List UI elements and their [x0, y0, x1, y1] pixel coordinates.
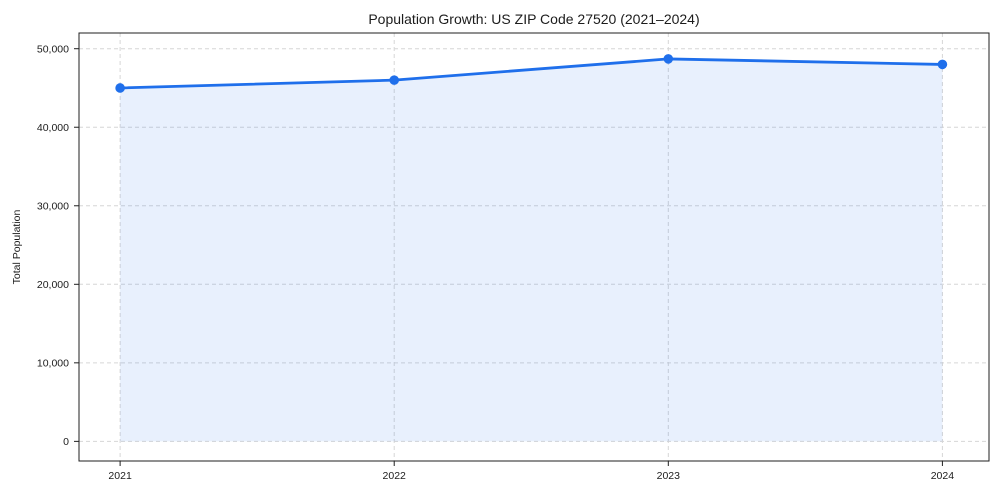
plot-frame	[78, 32, 990, 462]
y-tick-label: 10,000	[37, 358, 69, 370]
y-tick-label: 40,000	[37, 122, 69, 134]
data-point-marker	[389, 75, 400, 85]
chart-title: Population Growth: US ZIP Code 27520 (20…	[368, 11, 700, 27]
y-tick-label: 30,000	[37, 200, 69, 212]
data-line	[118, 57, 944, 90]
y-tick-label: 0	[63, 436, 69, 448]
data-point-marker	[115, 83, 125, 93]
area-fill	[120, 58, 943, 442]
data-point-marker	[937, 59, 948, 70]
x-tick-label: 2021	[108, 470, 132, 482]
data-point-marker	[663, 54, 674, 64]
x-tick-label: 2022	[383, 470, 407, 482]
x-tick-label: 2023	[657, 470, 681, 482]
y-tick-label: 50,000	[37, 43, 69, 55]
y-tick-label: 20,000	[37, 279, 69, 291]
x-tick-label: 2024	[931, 470, 955, 482]
